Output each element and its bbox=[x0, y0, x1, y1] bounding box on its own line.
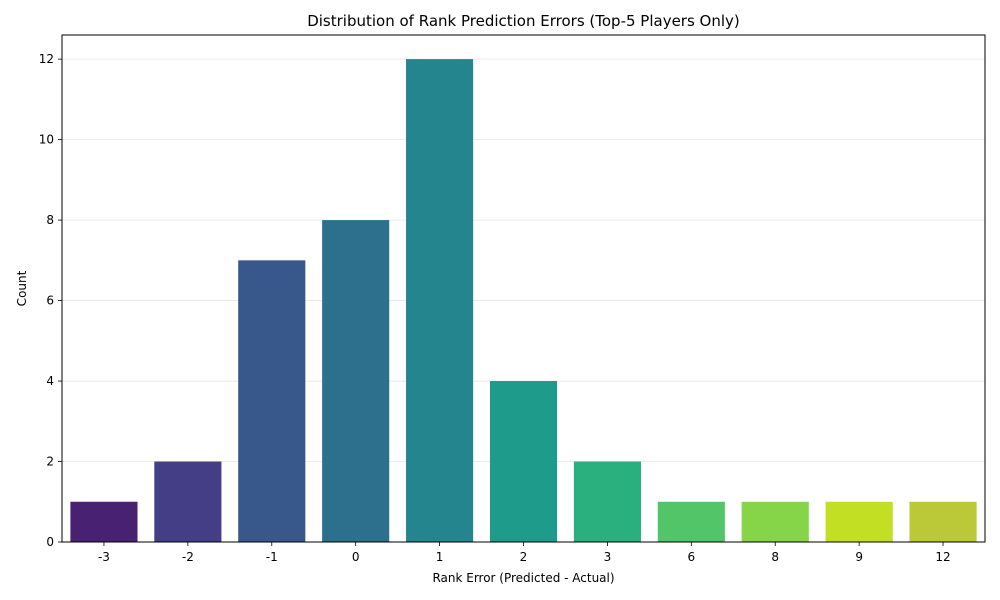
bar bbox=[154, 461, 222, 542]
x-tick-label: 6 bbox=[687, 550, 695, 564]
y-tick-label: 0 bbox=[46, 535, 54, 549]
x-tick-label: 1 bbox=[436, 550, 444, 564]
y-tick-label: 4 bbox=[46, 374, 54, 388]
x-tick-label: -2 bbox=[182, 550, 194, 564]
x-tick-label: 3 bbox=[604, 550, 612, 564]
x-tick-label: 9 bbox=[855, 550, 863, 564]
x-axis-label: Rank Error (Predicted - Actual) bbox=[432, 571, 614, 585]
bar bbox=[657, 501, 725, 542]
bar bbox=[238, 260, 306, 542]
x-tick-label: -1 bbox=[266, 550, 278, 564]
bar bbox=[406, 59, 474, 543]
chart-title: Distribution of Rank Prediction Errors (… bbox=[307, 12, 740, 30]
y-tick-label: 10 bbox=[39, 133, 54, 147]
y-axis-label: Count bbox=[15, 270, 29, 306]
x-tick-label: 12 bbox=[935, 550, 950, 564]
bar bbox=[489, 381, 558, 542]
x-tick-label: 0 bbox=[352, 550, 360, 564]
x-axis: -3 -2 -1 0 1 2 3 6 8 9 12 bbox=[98, 542, 951, 564]
bars bbox=[70, 59, 977, 543]
grid-lines bbox=[62, 58, 985, 462]
bar bbox=[573, 461, 641, 542]
bar bbox=[825, 501, 893, 542]
y-tick-label: 2 bbox=[46, 455, 54, 469]
x-tick-label: -3 bbox=[98, 550, 110, 564]
y-tick-label: 12 bbox=[39, 52, 54, 66]
bar bbox=[741, 501, 809, 542]
bar bbox=[909, 501, 977, 542]
x-tick-label: 2 bbox=[520, 550, 528, 564]
y-tick-label: 6 bbox=[46, 294, 54, 308]
x-tick-label: 8 bbox=[771, 550, 779, 564]
y-tick-label: 8 bbox=[46, 213, 54, 227]
y-axis: 0 2 4 6 8 10 12 bbox=[39, 52, 62, 549]
bar bbox=[322, 220, 390, 542]
bar bbox=[70, 501, 138, 542]
